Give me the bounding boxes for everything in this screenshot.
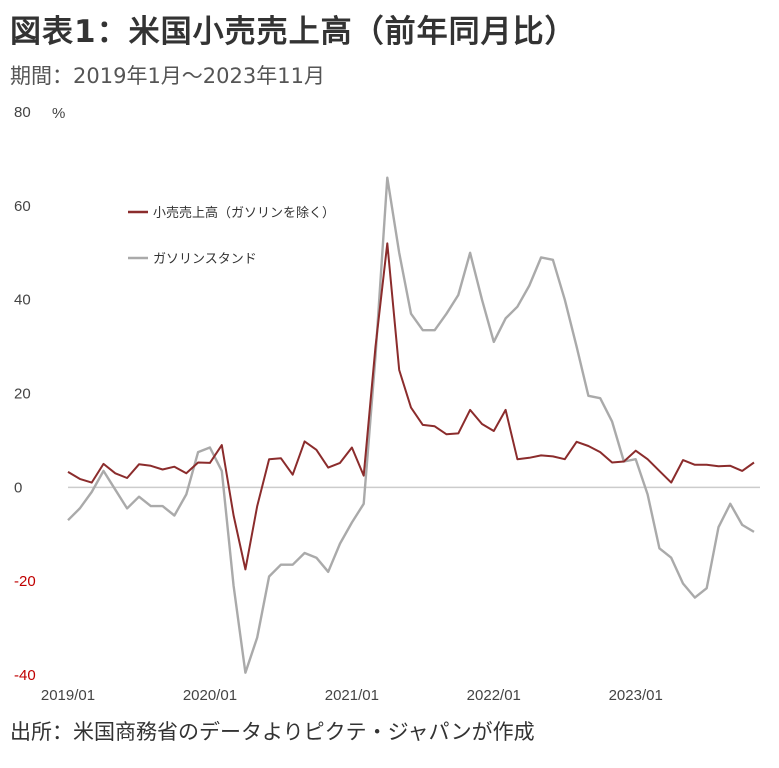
y-axis: -40 -20 0 20 40 60 80 [14,104,36,684]
legend-label: 小売売上高（ガソリンを除く） [153,205,335,221]
y-tick-label: 20 [14,386,31,403]
source-note: 出所：米国商務省のデータよりピクテ・ジャパンが作成 [10,720,535,744]
y-tick-label: -40 [14,667,36,684]
chart-subtitle: 期間：2019年1月～2023年11月 [10,64,325,88]
y-tick-label: -20 [14,573,36,590]
y-tick-label: 60 [14,198,31,215]
series-line-gas-stations [67,176,755,674]
x-tick-label: 2021/01 [325,687,379,704]
x-tick-label: 2022/01 [467,687,521,704]
y-tick-label: 80 [14,104,31,121]
y-axis-unit-label: % [52,105,65,122]
x-tick-label: 2023/01 [609,687,663,704]
chart-title: 図表1：米国小売売上高（前年同月比） [10,14,577,50]
y-tick-label: 40 [14,292,31,309]
series-layer [67,176,755,674]
y-tick-label: 0 [14,479,22,496]
legend: 小売売上高（ガソリンを除く） ガソリンスタンド [128,205,335,267]
series-line-retail-ex-gas [67,242,755,571]
x-axis: 2019/01 2020/01 2021/01 2022/01 2023/01 [41,687,663,704]
x-tick-label: 2020/01 [183,687,237,704]
legend-label: ガソリンスタンド [153,252,257,267]
x-tick-label: 2019/01 [41,687,95,704]
